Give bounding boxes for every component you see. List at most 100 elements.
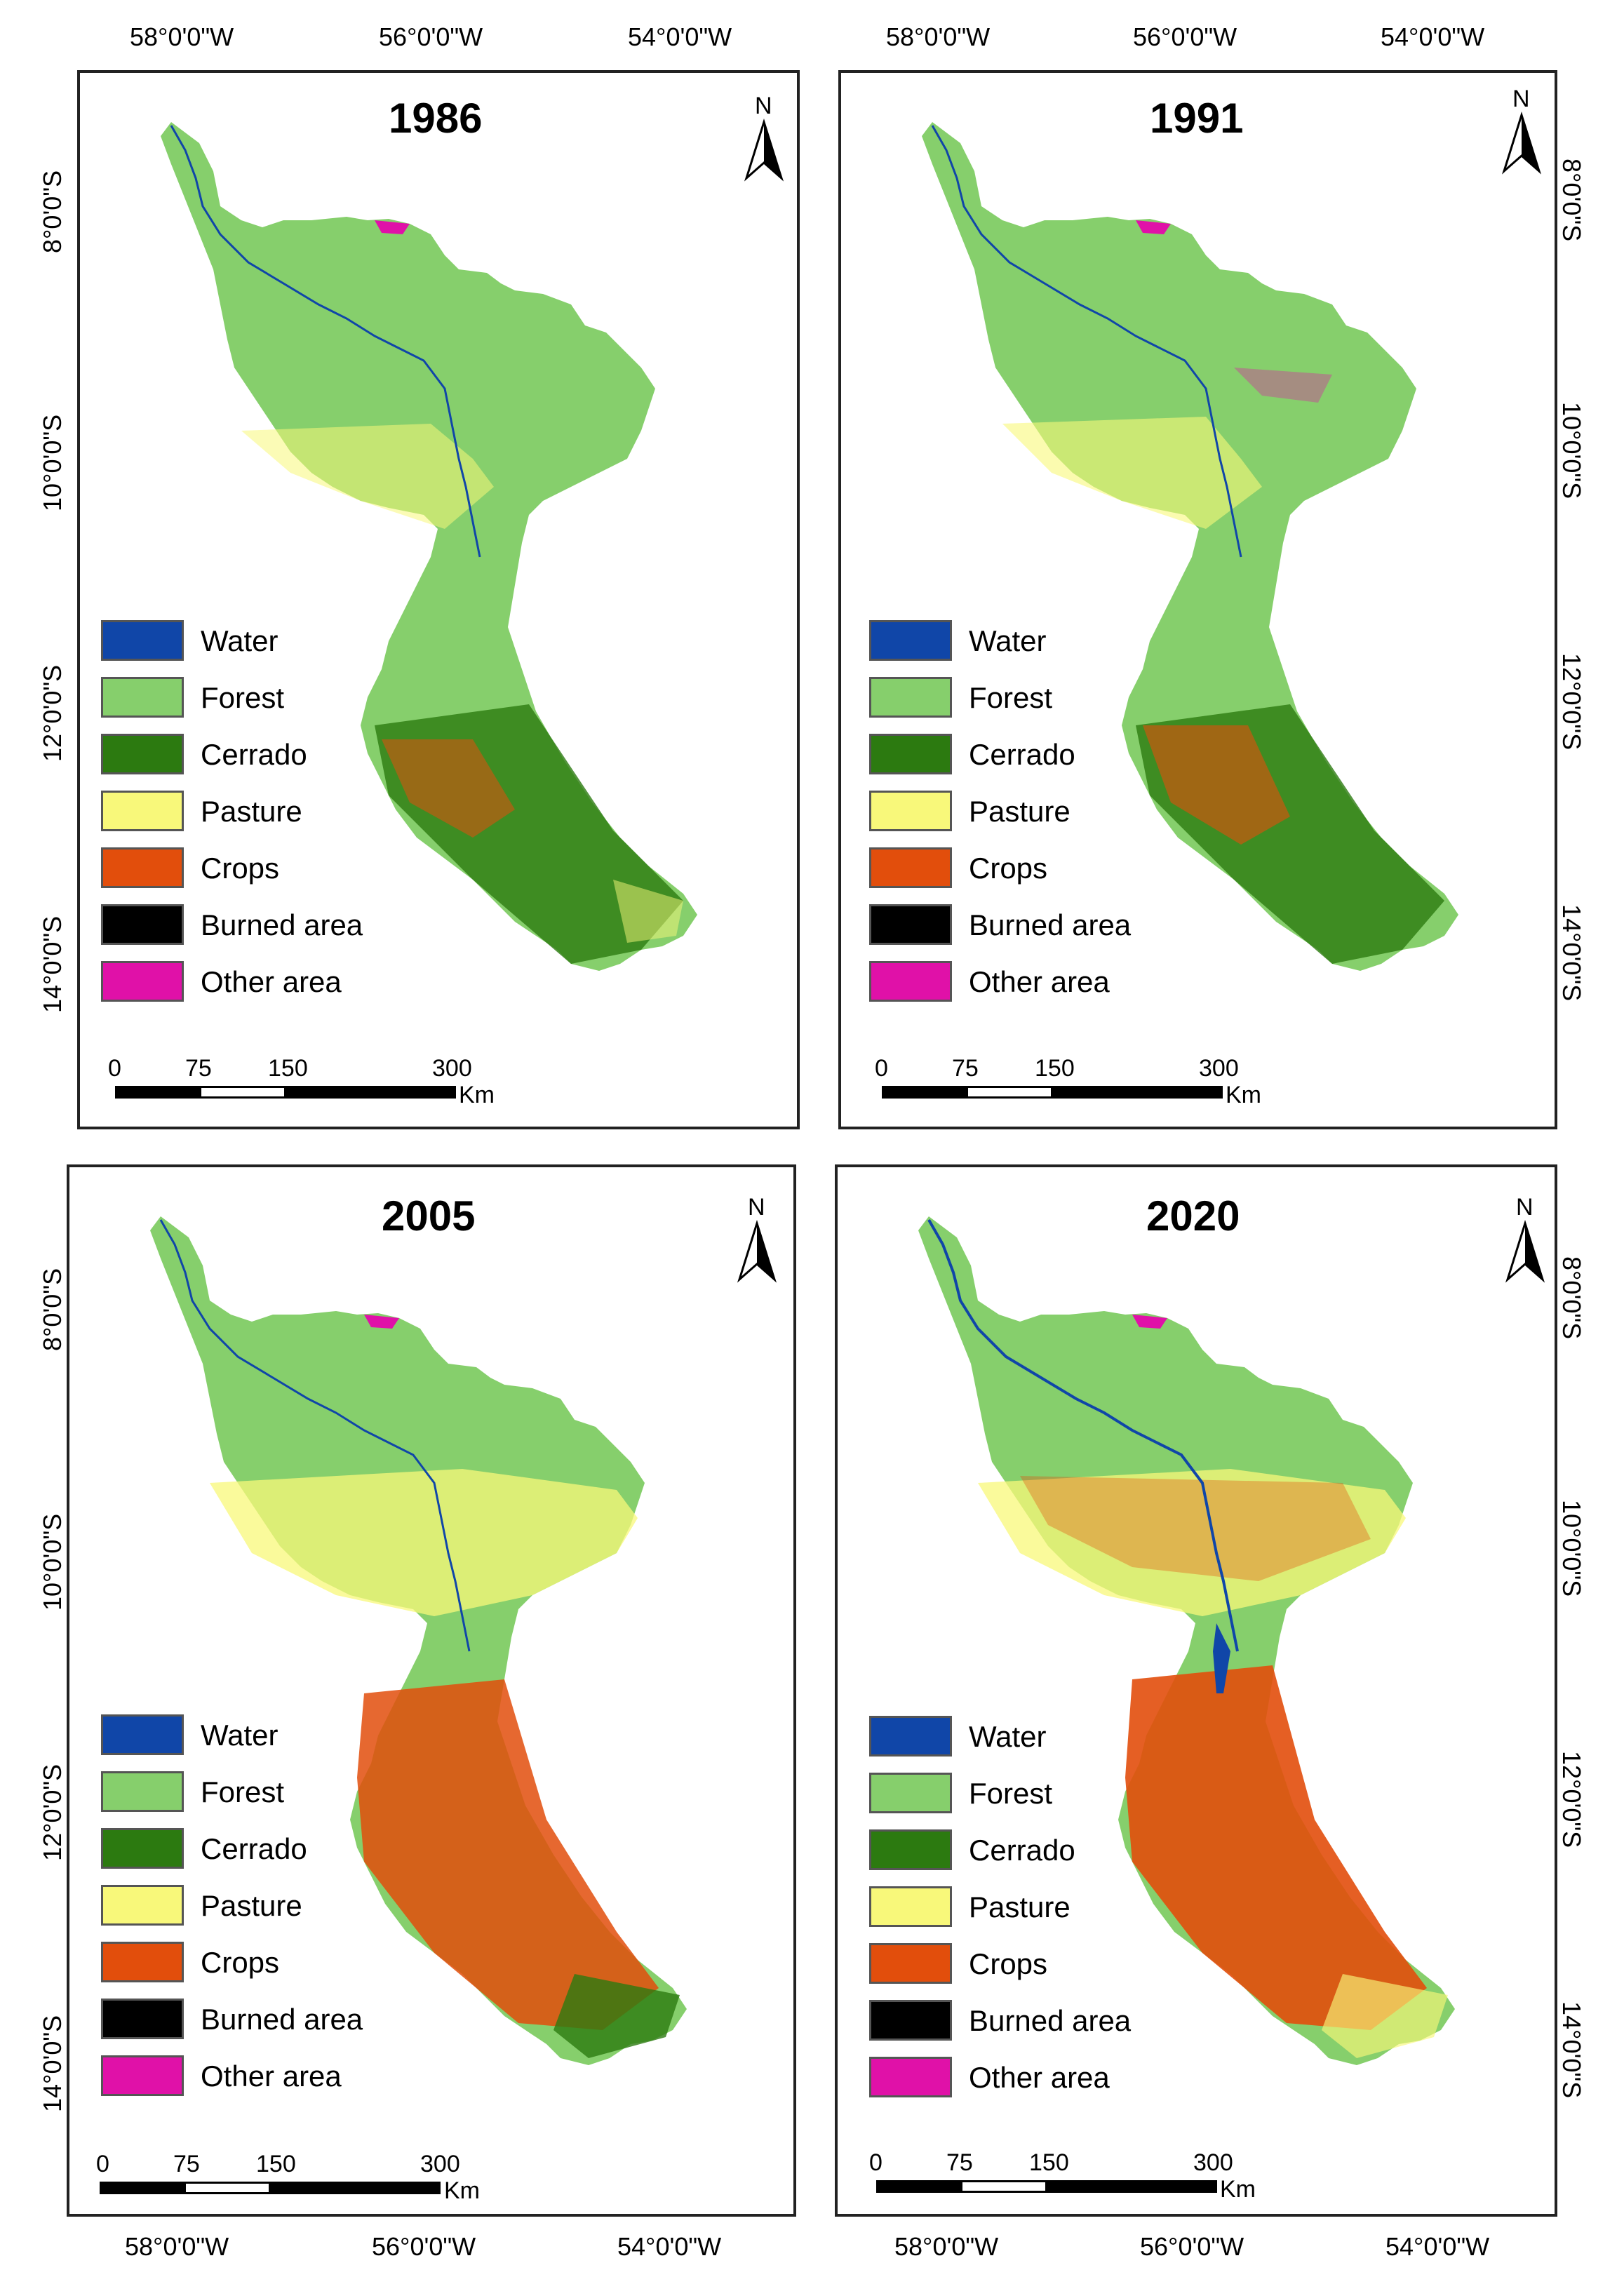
scale-tick-label: 0: [869, 2149, 883, 2176]
legend-item-pasture: Pasture: [101, 791, 396, 837]
legend-item-other: Other area: [869, 2057, 1164, 2103]
legend-item-cerrado: Cerrado: [869, 1829, 1164, 1876]
legend-item-forest: Forest: [869, 677, 1164, 723]
scale-tick-label: 300: [432, 1055, 472, 1082]
lon-label-top-right-54: 54°0'0"W: [1381, 22, 1485, 51]
north-arrow-icon: N: [1505, 1194, 1545, 1283]
legend-label: Crops: [969, 1947, 1048, 1980]
legend-swatch: [869, 791, 952, 831]
legend-item-pasture: Pasture: [869, 791, 1164, 837]
legend-item-pasture: Pasture: [869, 1886, 1164, 1933]
map-panel-2005: 2005 N Water Forest Cerrado Pasture Crop…: [67, 1164, 796, 2217]
legend-swatch: [101, 734, 184, 774]
lat-label-right-12-bottom: 12°0'0"S: [1557, 1751, 1586, 1848]
legend-swatch: [869, 961, 952, 1002]
scale-bar: 0 75 150 300 Km: [108, 1055, 495, 1111]
lon-label-top-left-54: 54°0'0"W: [628, 22, 732, 51]
legend-item-crops: Crops: [869, 1943, 1164, 1989]
legend-swatch: [101, 1714, 184, 1755]
lat-label-left-12-bottom: 12°0'0"S: [38, 1764, 67, 1861]
lon-label-bottom-left-58: 58°0'0"W: [125, 2232, 229, 2261]
legend-label: Crops: [201, 1946, 280, 1979]
legend-swatch: [869, 1829, 952, 1870]
scale-tick-label: 0: [108, 1055, 121, 1082]
basin-map: [918, 1216, 1455, 2065]
lat-label-left-8-bottom: 8°0'0"S: [38, 1268, 67, 1351]
legend-swatch: [101, 847, 184, 888]
scale-tick-label: 150: [268, 1055, 308, 1082]
legend-swatch: [101, 961, 184, 1002]
legend-item-burned: Burned area: [101, 904, 396, 951]
lat-label-left-14-top: 14°0'0"S: [38, 915, 67, 1013]
basin-map: [150, 1216, 687, 2065]
scale-tick-label: 150: [256, 2151, 296, 2177]
legend-item-crops: Crops: [101, 847, 396, 894]
legend-swatch: [101, 1942, 184, 1982]
north-arrow-icon: N: [737, 1194, 777, 1283]
legend-item-burned: Burned area: [869, 904, 1164, 951]
scale-tick-label: 300: [1199, 1055, 1239, 1082]
scale-unit: Km: [444, 2177, 480, 2204]
legend-label: Pasture: [969, 1890, 1071, 1923]
legend-item-cerrado: Cerrado: [101, 734, 396, 780]
lat-label-right-14-top: 14°0'0"S: [1557, 904, 1586, 1002]
scale-bar: 0 75 150 300 Km: [875, 1055, 1261, 1111]
scale-tick-label: 150: [1035, 1055, 1075, 1082]
legend-swatch: [101, 677, 184, 718]
basin-map: [161, 122, 697, 971]
legend-label: Other area: [969, 965, 1110, 998]
legend-label: Pasture: [201, 795, 302, 828]
lon-label-bottom-left-54: 54°0'0"W: [617, 2232, 722, 2261]
legend-item-water: Water: [869, 620, 1164, 666]
legend-item-water: Water: [101, 1714, 396, 1761]
lat-label-left-10-bottom: 10°0'0"S: [38, 1513, 67, 1611]
legend-swatch: [101, 791, 184, 831]
lat-label-right-10-top: 10°0'0"S: [1557, 402, 1586, 499]
scale-unit: Km: [1226, 1082, 1261, 1108]
legend-label: Pasture: [201, 1889, 302, 1922]
legend-label: Forest: [969, 681, 1053, 714]
legend-item-forest: Forest: [869, 1773, 1164, 1819]
lat-label-right-12-top: 12°0'0"S: [1557, 653, 1586, 751]
map-panel-1991: 1991 N Water Forest Cerrado Pasture Crop…: [838, 70, 1557, 1129]
legend-swatch: [869, 847, 952, 888]
north-label: N: [748, 1194, 765, 1221]
legend-swatch: [101, 2055, 184, 2096]
lat-label-left-12-top: 12°0'0"S: [38, 664, 67, 762]
lat-label-right-8-top: 8°0'0"S: [1557, 159, 1586, 242]
legend-label: Cerrado: [969, 1834, 1075, 1867]
legend-item-forest: Forest: [101, 1771, 396, 1818]
legend-swatch: [869, 1773, 952, 1813]
legend-swatch: [869, 904, 952, 945]
legend-item-other: Other area: [869, 961, 1164, 1007]
legend-item-pasture: Pasture: [101, 1885, 396, 1931]
scale-tick-label: 75: [952, 1055, 979, 1082]
panel-year-title: 2020: [1146, 1193, 1240, 1240]
lon-label-bottom-right-56: 56°0'0"W: [1140, 2232, 1244, 2261]
basin-map: [922, 122, 1458, 971]
legend-label: Burned area: [201, 2003, 363, 2036]
legend-label: Burned area: [969, 908, 1132, 941]
legend-swatch: [101, 1828, 184, 1869]
legend-item-water: Water: [101, 620, 396, 666]
lat-label-left-10-top: 10°0'0"S: [38, 414, 67, 511]
scale-tick-label: 300: [1193, 2149, 1233, 2176]
legend-swatch: [101, 620, 184, 661]
legend-swatch: [101, 1999, 184, 2039]
legend-label: Cerrado: [969, 738, 1075, 771]
legend-swatch: [101, 1885, 184, 1926]
legend-label: Burned area: [201, 908, 363, 941]
map-panel-2020: 2020 N Water Forest Cerrado Pasture Crop…: [835, 1164, 1557, 2217]
legend-swatch: [101, 1771, 184, 1812]
legend-swatch: [869, 1716, 952, 1757]
legend-label: Forest: [969, 1777, 1053, 1810]
north-arrow-icon: N: [1501, 86, 1542, 175]
north-arrow-icon: N: [744, 93, 784, 182]
scale-tick-label: 75: [946, 2149, 973, 2176]
legend-label: Burned area: [969, 2004, 1132, 2037]
scale-bar: 0 75 150 300 Km: [96, 2151, 480, 2207]
lon-label-bottom-right-58: 58°0'0"W: [894, 2232, 999, 2261]
legend-label: Crops: [201, 852, 280, 885]
lat-label-right-10-bottom: 10°0'0"S: [1557, 1500, 1586, 1597]
legend-item-water: Water: [869, 1716, 1164, 1762]
